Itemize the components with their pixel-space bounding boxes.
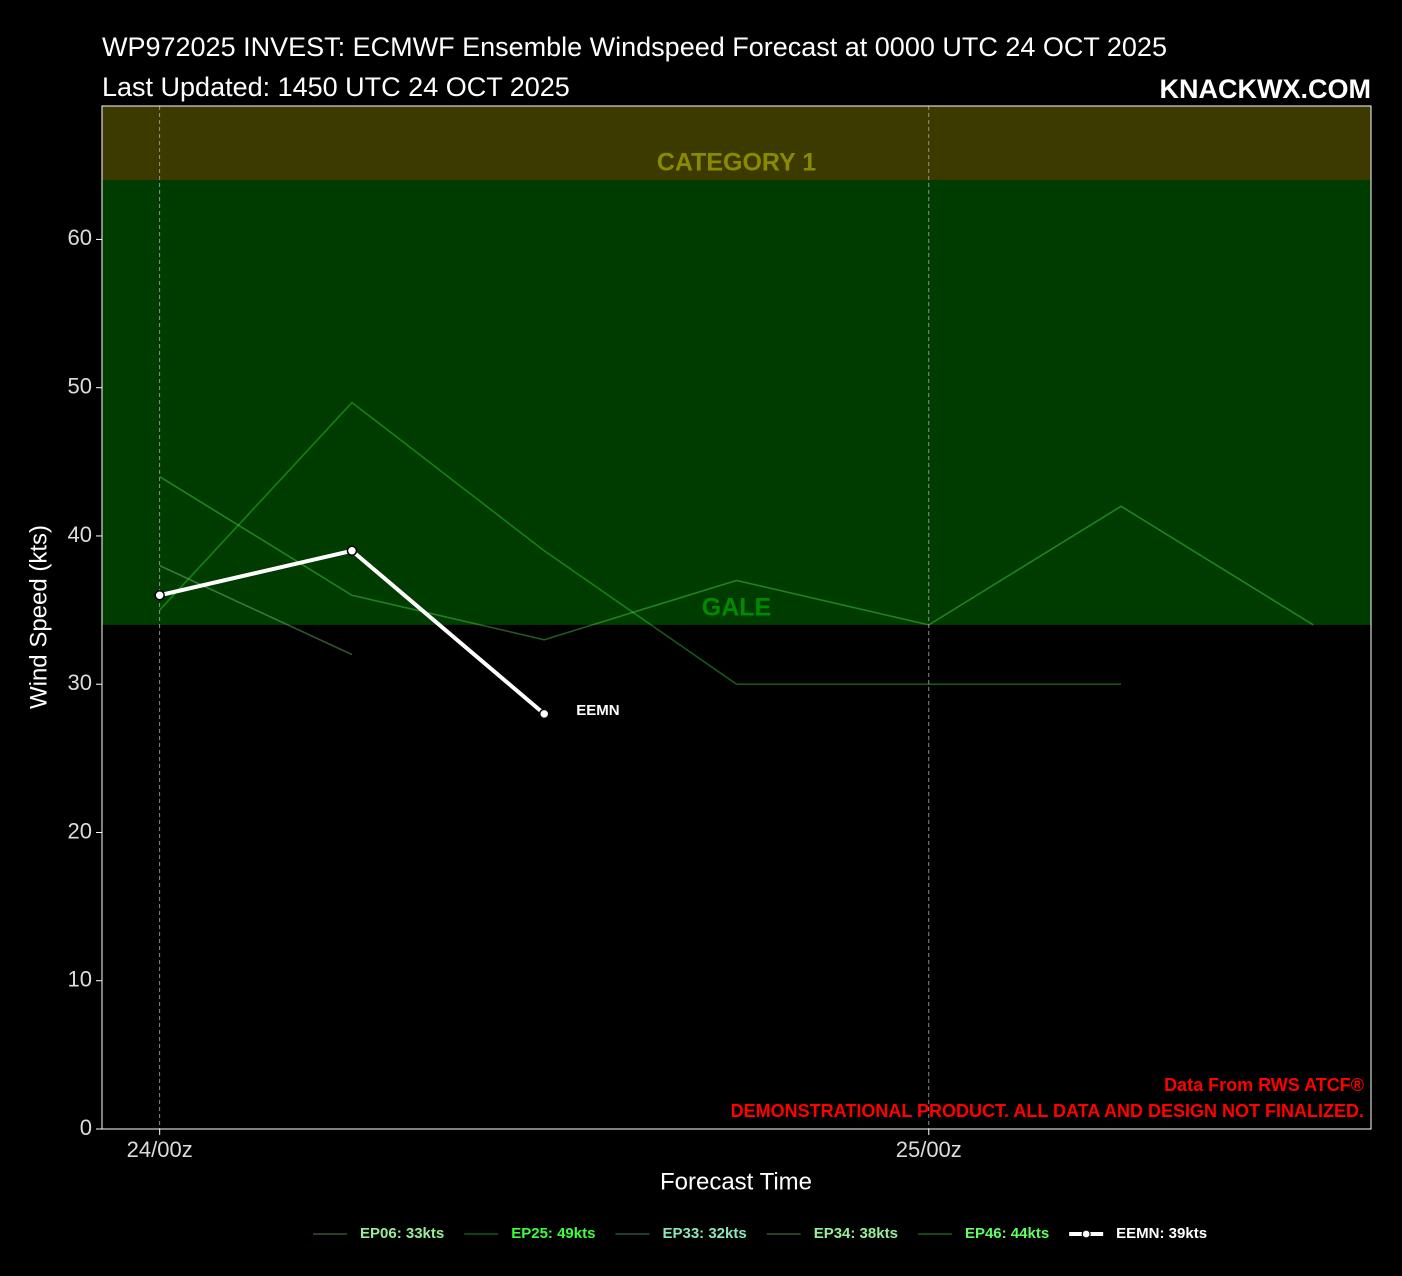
mean-point: [538, 708, 550, 720]
legend-label: EP33: 32kts: [662, 1225, 746, 1242]
credit: Data From RWS ATCF®: [1164, 1075, 1364, 1095]
threshold-band: [102, 106, 1371, 181]
y-axis-label: Wind Speed (kts): [25, 525, 52, 709]
y-tick-label: 0: [80, 1115, 92, 1140]
y-tick-label: 50: [68, 374, 92, 399]
watermark: KNACKWX.COM: [1160, 74, 1371, 104]
x-axis-label: Forecast Time: [660, 1168, 812, 1195]
plot-frame: [101, 105, 1372, 1130]
legend-label: EP06: 33kts: [360, 1225, 444, 1242]
member-line: [159, 401, 1122, 686]
chart-title: WP972025 INVEST: ECMWF Ensemble Windspee…: [102, 32, 1167, 62]
threshold-band: [102, 180, 1371, 625]
legend-marker: [1081, 1229, 1091, 1239]
legend-label: EP25: 49kts: [511, 1225, 595, 1242]
mean-point: [154, 590, 165, 601]
x-tick-label: 25/00z: [896, 1137, 962, 1162]
member-line: [159, 564, 353, 656]
y-tick-label: 60: [68, 225, 92, 250]
end-label: EEMN: [576, 702, 619, 719]
y-tick-label: 20: [68, 818, 92, 843]
y-tick-label: 30: [68, 670, 92, 695]
x-tick-label: 24/00z: [127, 1137, 193, 1162]
disclaimer: DEMONSTRATIONAL PRODUCT. ALL DATA AND DE…: [731, 1101, 1364, 1121]
band-label: CATEGORY 1: [657, 149, 816, 177]
chart-subtitle: Last Updated: 1450 UTC 24 OCT 2025: [102, 72, 570, 102]
member-line: [159, 475, 1314, 641]
mean-point: [346, 545, 358, 557]
band-label: GALE: [702, 594, 771, 622]
legend-label: EEMN: 39kts: [1116, 1225, 1207, 1242]
legend-label: EP34: 38kts: [814, 1225, 898, 1242]
y-tick-label: 40: [68, 522, 92, 547]
y-tick-label: 10: [68, 967, 92, 992]
legend-label: EP46: 44kts: [965, 1225, 1049, 1242]
